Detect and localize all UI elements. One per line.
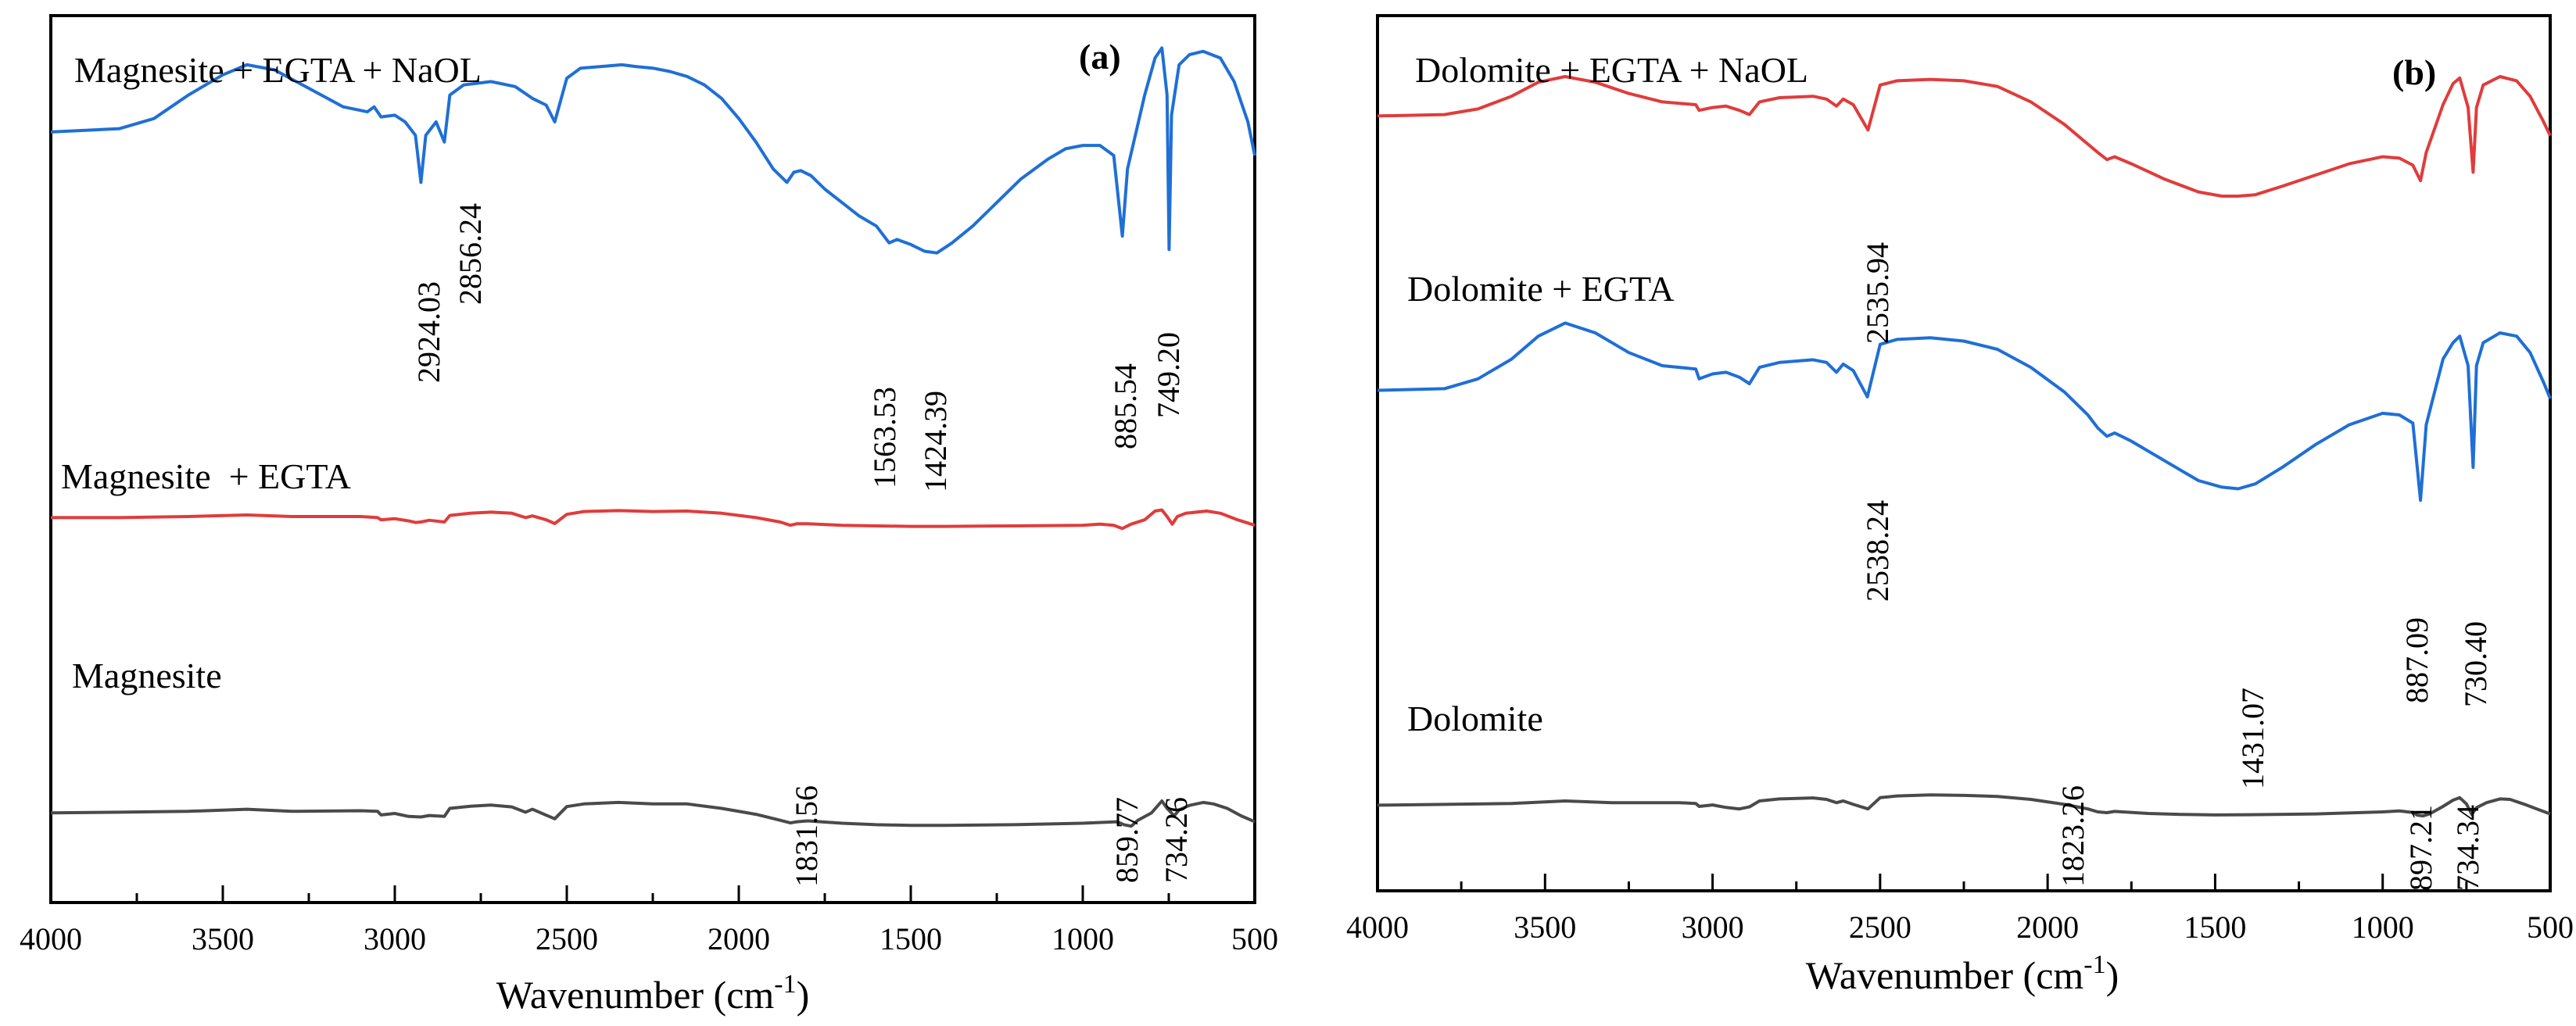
peak-label-734: 734.26 [1159,797,1194,883]
peak-label-2924: 2924.03 [411,281,446,383]
peak-label-887: 887.09 [2399,617,2434,703]
panel-b: 4000 3500 3000 2500 2000 1500 1000 500 (b) Dolo… [1346,14,2574,997]
peak-label-2856: 2856.24 [453,203,488,305]
peak-label-1563: 1563.53 [867,387,902,488]
panel-a-plot-area [50,46,1256,828]
x-tick-label-1000: 1000 [2352,910,2414,945]
panel-b-x-axis: 4000 3500 3000 2500 2000 1500 1000 500 [1346,874,2574,945]
series-line-a-1 [51,508,1256,531]
x-tick-label-2000: 2000 [708,921,770,956]
peak-label-897: 897.21 [2403,805,2438,891]
peak-label-730: 730.40 [2458,621,2493,707]
peak-label-734b: 734.34 [2450,805,2485,891]
panel-b-x-axis-title: Wavenumber (cm-1) [1806,950,2119,997]
peak-label-859: 859.77 [1109,797,1145,883]
x-tick-label-2000: 2000 [2016,910,2079,945]
panel-a-x-axis-title: Wavenumber (cm-1) [496,970,810,1017]
series-line-a-0 [50,46,1256,255]
panel-a: 4000 3500 3000 2500 2000 1500 1000 500 (a) Magn… [20,14,1278,1017]
peak-label-1831: 1831.56 [789,785,824,887]
peak-label-1424: 1424.39 [918,391,953,492]
peak-label-1431: 1431.07 [2235,688,2270,789]
x-tick-label-1500: 1500 [2184,910,2246,945]
peak-label-885: 885.54 [1108,363,1143,449]
x-tick-label-2500: 2500 [536,921,598,956]
x-tick-label-3500: 3500 [1514,910,1576,945]
series-line-a-2 [50,799,1256,828]
x-tick-label-500: 500 [2527,910,2574,945]
x-tick-label-3500: 3500 [192,921,254,956]
x-tick-label-1000: 1000 [1052,921,1114,956]
panel-b-trace-label-plain: Dolomite [1407,699,1543,738]
panel-a-trace-label-plain: Magnesite [72,656,222,695]
series-line-b-1 [1377,321,2552,502]
panel-a-trace-label-naol: Magnesite + EGTA + NaOL [74,50,482,90]
panel-a-tag: (a) [1079,37,1121,77]
series-line-b-2 [1377,793,2551,818]
panel-b-frame [1376,14,2552,892]
x-tick-label-1500: 1500 [880,921,942,956]
panel-a-trace-label-egta: Magnesite + EGTA [61,456,351,496]
x-tick-label-3000: 3000 [364,921,426,956]
x-tick-label-4000: 4000 [20,921,82,956]
peak-label-1823: 1823.26 [2055,785,2091,887]
panel-a-x-axis: 4000 3500 3000 2500 2000 1500 1000 500 [20,885,1278,956]
panel-b-tag: (b) [2392,52,2436,92]
x-tick-label-2500: 2500 [1849,910,1911,945]
peak-label-749: 749.20 [1151,332,1186,418]
panel-b-trace-label-egta: Dolomite + EGTA [1407,269,1675,309]
x-tick-label-4000: 4000 [1346,910,1409,945]
peak-label-2535: 2535.94 [1860,242,1895,344]
x-tick-label-500: 500 [1231,921,1278,956]
peak-label-2538: 2538.24 [1860,500,1895,602]
x-tick-label-3000: 3000 [1682,910,1744,945]
panel-b-trace-label-naol: Dolomite + EGTA + NaOL [1415,50,1808,90]
series-line-b-0 [1377,75,2552,198]
panel-b-plot-area [1377,75,2552,818]
